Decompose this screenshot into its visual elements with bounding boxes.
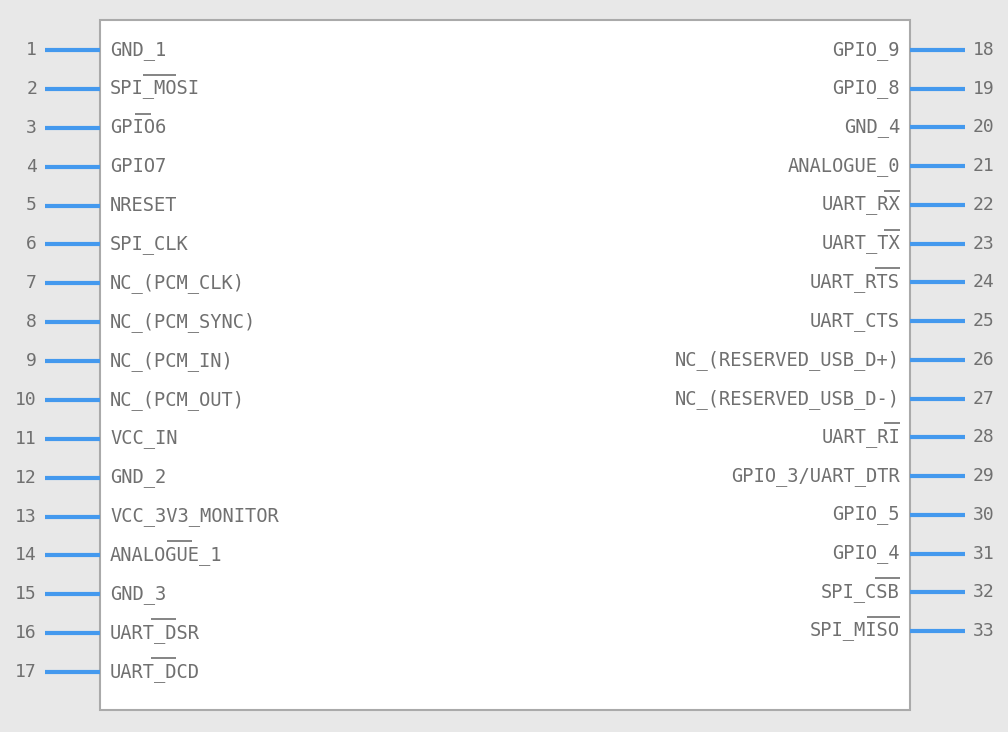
Text: VCC_IN: VCC_IN [110, 429, 177, 448]
Text: GPIO6: GPIO6 [110, 119, 166, 138]
Text: 27: 27 [973, 389, 995, 408]
Text: GPIO7: GPIO7 [110, 157, 166, 176]
Text: 17: 17 [15, 663, 37, 681]
Text: SPI_CSB: SPI_CSB [822, 583, 900, 602]
Text: GND_2: GND_2 [110, 468, 166, 487]
Text: 20: 20 [973, 119, 995, 136]
Text: 6: 6 [26, 236, 37, 253]
Text: NRESET: NRESET [110, 196, 177, 215]
Text: UART_RTS: UART_RTS [810, 273, 900, 292]
Text: 9: 9 [26, 352, 37, 370]
Text: 33: 33 [973, 622, 995, 640]
Text: NC_(PCM_SYNC): NC_(PCM_SYNC) [110, 312, 256, 332]
Text: 23: 23 [973, 235, 995, 253]
Text: UART_RI: UART_RI [822, 427, 900, 447]
Text: GND_1: GND_1 [110, 40, 166, 59]
Text: GPIO_3/UART_DTR: GPIO_3/UART_DTR [731, 466, 900, 485]
Text: 18: 18 [973, 41, 995, 59]
Text: 14: 14 [15, 546, 37, 564]
Text: UART_DSR: UART_DSR [110, 624, 200, 643]
Text: SPI_MISO: SPI_MISO [810, 621, 900, 640]
Text: 3: 3 [26, 119, 37, 137]
Text: UART_CTS: UART_CTS [810, 312, 900, 331]
Bar [100, 20, 910, 710]
Text: 10: 10 [15, 391, 37, 409]
Text: 30: 30 [973, 506, 995, 524]
Text: 11: 11 [15, 430, 37, 448]
Text: SPI_MOSI: SPI_MOSI [110, 79, 200, 98]
Text: NC_(PCM_OUT): NC_(PCM_OUT) [110, 390, 245, 410]
Text: 8: 8 [26, 313, 37, 331]
Text: NC_(PCM_IN): NC_(PCM_IN) [110, 351, 234, 371]
Text: 21: 21 [973, 157, 995, 175]
Text: SPI_CLK: SPI_CLK [110, 235, 188, 254]
Text: 13: 13 [15, 507, 37, 526]
Text: GPIO_4: GPIO_4 [833, 544, 900, 563]
Text: 28: 28 [973, 428, 995, 447]
Text: GPIO_9: GPIO_9 [833, 40, 900, 59]
Text: UART_DCD: UART_DCD [110, 662, 200, 681]
Text: 4: 4 [26, 157, 37, 176]
Text: UART_TX: UART_TX [822, 234, 900, 253]
Text: 25: 25 [973, 312, 995, 330]
Text: 32: 32 [973, 583, 995, 601]
Text: 26: 26 [973, 351, 995, 369]
Text: 2: 2 [26, 80, 37, 98]
Text: GND_3: GND_3 [110, 585, 166, 604]
Text: 5: 5 [26, 196, 37, 214]
Text: 15: 15 [15, 586, 37, 603]
Text: ANALOGUE_1: ANALOGUE_1 [110, 546, 223, 565]
Text: 29: 29 [973, 467, 995, 485]
Text: 12: 12 [15, 468, 37, 487]
Text: NC_(RESERVED_USB_D-): NC_(RESERVED_USB_D-) [675, 389, 900, 408]
Text: 16: 16 [15, 624, 37, 642]
Text: 7: 7 [26, 274, 37, 292]
Text: NC_(PCM_CLK): NC_(PCM_CLK) [110, 273, 245, 294]
Text: 24: 24 [973, 273, 995, 291]
Text: VCC_3V3_MONITOR: VCC_3V3_MONITOR [110, 507, 279, 526]
Text: NC_(RESERVED_USB_D+): NC_(RESERVED_USB_D+) [675, 350, 900, 370]
Text: UART_RX: UART_RX [822, 195, 900, 214]
Text: GPIO_5: GPIO_5 [833, 505, 900, 524]
Text: GPIO_8: GPIO_8 [833, 79, 900, 98]
Text: ANALOGUE_0: ANALOGUE_0 [787, 157, 900, 176]
Text: 19: 19 [973, 80, 995, 98]
Text: 22: 22 [973, 196, 995, 214]
Text: GND_4: GND_4 [844, 118, 900, 137]
Text: 31: 31 [973, 545, 995, 562]
Text: 1: 1 [26, 41, 37, 59]
